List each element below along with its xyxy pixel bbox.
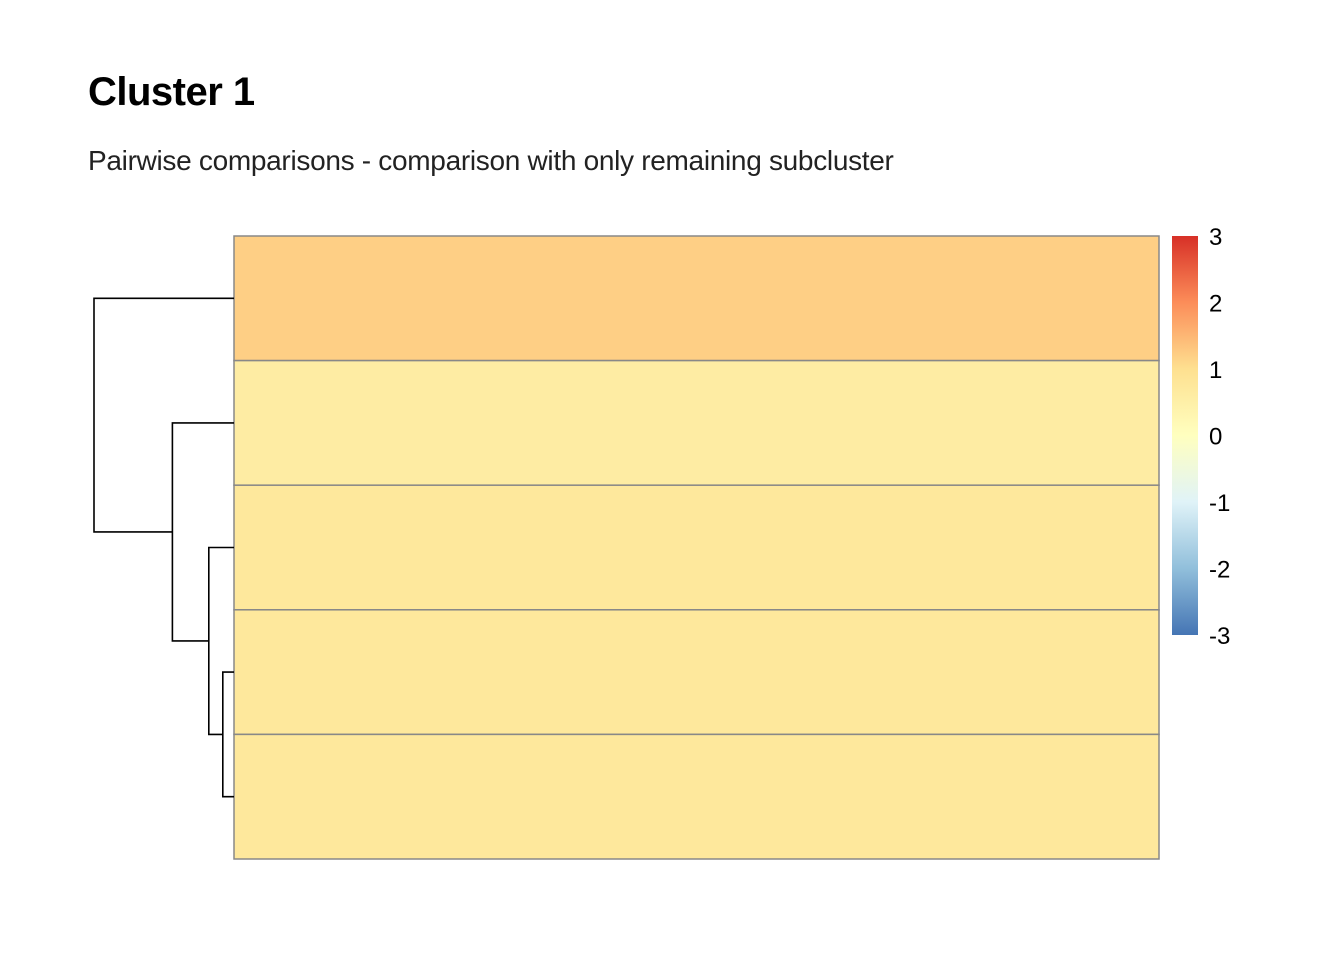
heatmap-cell: [233, 359, 1160, 486]
chart-subtitle: Pairwise comparisons - comparison with o…: [88, 145, 894, 176]
legend-tick-label: 0: [1209, 424, 1222, 451]
heatmap-cell: [233, 484, 1160, 611]
legend-tick-label: 1: [1209, 357, 1222, 384]
dendrogram-branch: [93, 297, 234, 533]
dendrogram-branch: [222, 671, 234, 798]
color-legend: 3 2 1 0 -1 -2 -3: [1172, 224, 1230, 650]
legend-tick-label: -3: [1209, 623, 1230, 650]
dendrogram-branch: [208, 546, 234, 736]
dendrogram-branch: [171, 422, 234, 642]
legend-tick-label: 3: [1209, 224, 1222, 251]
heatmap-cell: [233, 235, 1160, 362]
row-dendrogram: [93, 297, 234, 798]
chart-title: Cluster 1: [88, 70, 255, 114]
heatmap-cell: [233, 733, 1160, 860]
legend-colorbar: [1172, 236, 1198, 635]
heatmap-cell: [233, 609, 1160, 736]
legend-tick-label: -1: [1209, 490, 1230, 517]
heatmap-cells: [233, 235, 1160, 860]
legend-tick-label: 2: [1209, 291, 1222, 318]
legend-tick-label: -2: [1209, 557, 1230, 584]
